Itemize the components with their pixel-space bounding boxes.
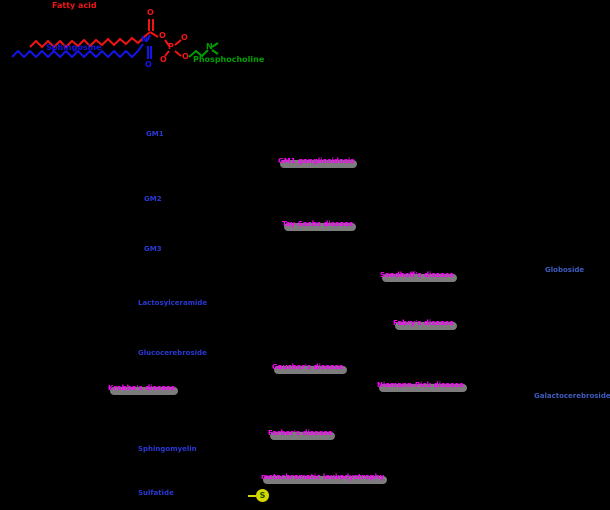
disease-label: Tay-Sachs disease [282,220,357,231]
choline-chain [188,49,209,58]
substrate-label: Glucocerebroside [138,349,207,357]
disease-box-shadow [382,274,457,282]
disease-box-shadow [263,476,388,484]
disease-name-text: Niemann-Pick disease [377,381,464,389]
disease-label: Niemann-Pick disease [377,381,467,392]
atom-label: O [160,55,167,64]
sulfate-bond [248,495,256,497]
disease-label: metachromatic leukodystrophy [261,473,388,484]
disease-label: GM1 gangliosidosis [278,157,358,168]
atom-label: N [206,42,213,51]
substrate-label: Sphingomyelin [138,445,197,453]
disease-name-text: Tay-Sachs disease [282,220,354,228]
disease-name-text: Farber's disease [268,429,333,437]
disease-label: Gaucher's disease [272,363,347,374]
disease-box-shadow [395,322,457,330]
atom-label: N [141,35,148,44]
disease-box-shadow [379,384,467,392]
disease-box-shadow [110,387,179,395]
disease-name-text: metachromatic leukodystrophy [261,473,385,481]
sulfate-group-badge: S [256,489,269,502]
atom-label: O [182,52,189,61]
disease-box-shadow [270,432,336,440]
atom-label: P [168,42,174,51]
disease-box-shadow [284,223,357,231]
disease-label: Sandhoff's disease [380,271,457,282]
fatty-acid-chain [29,31,151,49]
atom-label: O [181,33,188,42]
disease-name-text: Krabbe's disease [108,384,176,392]
substrate-label: Lactosylceramide [138,299,208,307]
sphingosine-label: Sphingosine [46,43,102,52]
disease-name-text: Fabry's disease [393,319,454,327]
disease-label: Krabbe's disease [108,384,179,395]
disease-box-shadow [274,366,347,374]
atom-label: O [159,31,166,40]
disease-name-text: GM1 gangliosidosis [278,157,355,165]
substrate-label: Sulfatide [138,489,174,497]
atom-label: O [147,8,154,17]
substrate-label: Globoside [545,266,585,274]
disease-label: Fabry's disease [393,319,457,330]
disease-box-shadow [280,160,358,168]
atom-label: O [145,60,152,69]
sphingosine-chain [11,49,139,59]
sphingomyelin-structure [11,19,219,59]
substrate-label: Galactocerebroside [534,392,610,400]
fatty-acid-label: Fatty acid [52,1,97,10]
disease-name-text: Sandhoff's disease [380,271,454,279]
substrate-label: GM3 [144,245,162,253]
phosphocholine-label: Phosphocholine [193,55,265,64]
disease-name-text: Gaucher's disease [272,363,344,371]
disease-label: Farber's disease [268,429,336,440]
substrate-label: GM1 [146,130,164,138]
substrate-label: GM2 [144,195,162,203]
